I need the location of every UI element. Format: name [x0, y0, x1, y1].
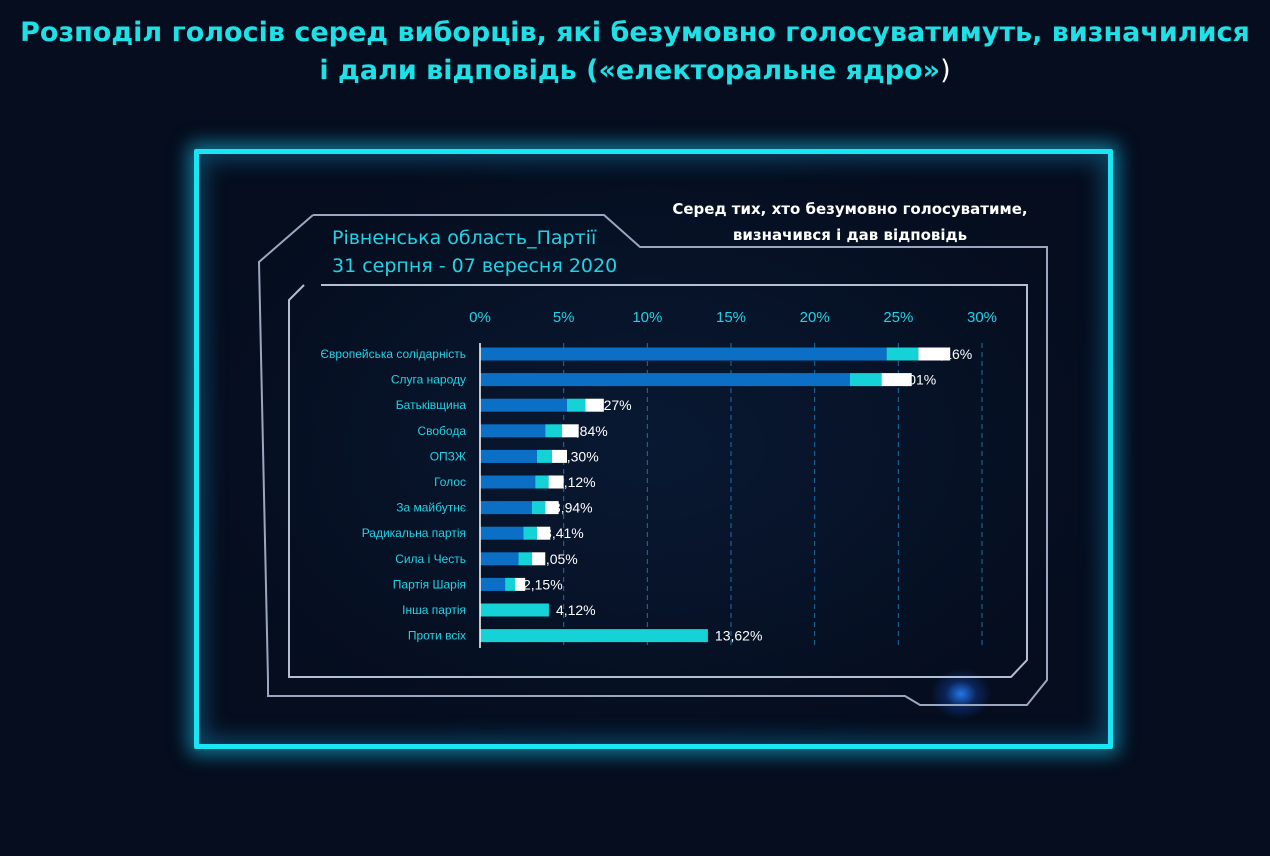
x-tick-label: 0%: [469, 309, 491, 326]
data-label: 2,15%: [523, 576, 563, 592]
bar-segment: [849, 373, 882, 387]
grid-lines: [563, 343, 983, 648]
page-title-line-2: і дали відповідь («електоральне ядро»): [0, 52, 1270, 90]
bar-segment: [535, 475, 549, 489]
data-label: 4,30%: [559, 448, 599, 464]
bar-segment: [881, 373, 912, 387]
bar-segment: [480, 398, 568, 412]
panel-title-dates: 31 серпня - 07 вересня 2020: [332, 255, 618, 277]
bar-segment: [545, 501, 559, 515]
data-label: 24,01%: [889, 372, 936, 388]
data-label: 26,16%: [925, 346, 972, 362]
x-tick-label: 10%: [632, 309, 662, 326]
category-label: Голос: [434, 475, 466, 489]
bar-segment: [536, 526, 551, 540]
bar-segment: [548, 475, 564, 489]
category-label: За майбутнє: [396, 501, 466, 515]
x-tick-label: 20%: [800, 309, 830, 326]
bar-segment: [536, 449, 552, 463]
bar-segment: [480, 552, 519, 566]
category-label: Батьківщина: [396, 398, 467, 412]
category-label: Сила і Честь: [395, 552, 466, 566]
bars: [480, 347, 951, 643]
data-label: 3,94%: [553, 500, 593, 516]
bar-segment: [480, 347, 887, 361]
data-label: 4,12%: [556, 602, 596, 618]
bar-segment: [585, 398, 604, 412]
bar-segment: [518, 552, 532, 566]
x-tick-label: 5%: [553, 309, 575, 326]
bar-segment: [480, 373, 850, 387]
category-label: Інша партія: [402, 603, 466, 617]
data-label: 4,84%: [568, 423, 608, 439]
frame-glow: [160, 120, 1140, 770]
outer-panel-outline: [257, 214, 1048, 706]
x-tick-label: 15%: [716, 309, 746, 326]
bar-segment: [545, 424, 562, 438]
bar-segment: [480, 526, 524, 540]
category-label: Свобода: [417, 424, 466, 438]
category-label: Слуга народу: [391, 373, 466, 387]
category-label: Європейська солідарність: [320, 347, 466, 361]
bar-segment: [523, 526, 537, 540]
bar-segment: [551, 449, 568, 463]
data-label: 3,41%: [544, 525, 584, 541]
chart-subtitle: Серед тих, хто безумовно голосуватиме, в…: [600, 196, 1100, 248]
bar-segment: [480, 501, 532, 515]
panel-title: Рівненська область_Партії 31 серпня - 07…: [332, 224, 617, 280]
bar-segment: [480, 577, 506, 591]
data-label: 4,12%: [556, 474, 596, 490]
bar-segment: [886, 347, 919, 361]
inner-panel-outline: [288, 284, 1028, 678]
panel-outline: [257, 214, 1048, 706]
bar-segment: [561, 424, 579, 438]
chart-subtitle-line-1: Серед тих, хто безумовно голосуватиме,: [672, 200, 1028, 218]
bar-segment: [480, 475, 536, 489]
bar-segment: [480, 629, 708, 643]
bar-segment: [480, 424, 546, 438]
page-title-line-1: Розподіл голосів серед виборців, які без…: [20, 17, 1250, 48]
bar-segment: [515, 577, 526, 591]
chart-subtitle-line-2: визначився і дав відповідь: [732, 226, 968, 244]
bar-segment: [505, 577, 516, 591]
bar-segment: [480, 449, 537, 463]
page-title: Розподіл голосів серед виборців, які без…: [0, 14, 1270, 90]
bar-segment: [480, 603, 549, 617]
chart-frame: [194, 149, 1113, 749]
category-labels: Європейська солідарність Слуга народу Бать…: [320, 347, 466, 643]
panel-title-region: Рівненська область_Партії: [332, 227, 597, 249]
category-label: ОПЗЖ: [430, 449, 466, 463]
x-axis-ticks: 0% 5% 10% 15% 20% 25% 30%: [469, 309, 997, 326]
category-label: Партія Шарія: [393, 577, 466, 591]
data-label: 13,62%: [715, 628, 762, 644]
page-title-close-paren: ): [940, 55, 951, 86]
bar-segment: [918, 347, 951, 361]
data-label: 3,05%: [538, 551, 578, 567]
category-label: Радикальна партія: [362, 526, 466, 540]
bar-segment: [531, 552, 546, 566]
page-title-line-2-text: і дали відповідь («електоральне ядро»: [319, 55, 941, 86]
category-label: Проти всіх: [408, 629, 466, 643]
data-label: 6,27%: [592, 397, 632, 413]
bar-segment: [531, 501, 546, 515]
x-tick-label: 30%: [967, 309, 997, 326]
x-tick-label: 25%: [883, 309, 913, 326]
bar-segment: [567, 398, 586, 412]
data-labels: 26,16% 24,01% 6,27% 4,84% 4,30% 4,12% 3,94% 3,4…: [523, 346, 972, 644]
